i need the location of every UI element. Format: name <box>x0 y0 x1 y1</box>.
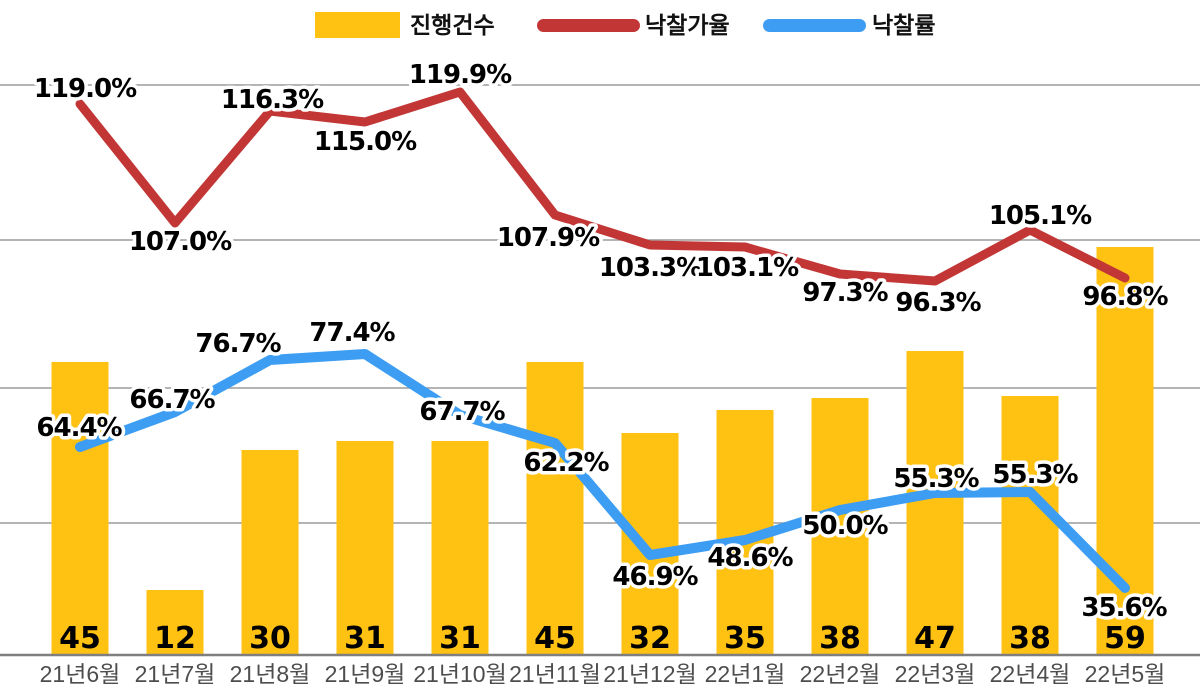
data-label: 119.9% <box>409 60 512 90</box>
blue-line-series <box>75 349 1130 593</box>
data-label: 35.6% <box>1081 593 1167 623</box>
data-label: 116.3% <box>221 85 324 115</box>
data-label: 103.1% <box>696 253 799 283</box>
x-tick-label: 22년1월 <box>705 661 786 687</box>
bar <box>146 590 204 655</box>
data-label: 76.7% <box>195 329 281 359</box>
data-label: 55.3% <box>893 464 979 494</box>
x-tick-label: 21년12월 <box>603 661 697 687</box>
data-label: 97.3% <box>802 278 888 308</box>
blue-line-labels: 64.4% 66.7% 76.7% 77.4% 67.7% 62.2% 46.9… <box>33 315 1172 627</box>
bar <box>621 433 679 655</box>
x-tick-label: 22년5월 <box>1085 661 1166 687</box>
x-axis-labels: 21년6월 21년7월 21년8월 21년9월 21년10월 21년11월 21… <box>40 661 1166 687</box>
data-label: 62.2% <box>523 448 609 478</box>
bar-value-labels: 45 12 30 31 31 45 32 35 38 47 38 59 <box>59 621 1146 656</box>
x-tick-label: 22년3월 <box>895 661 976 687</box>
bar <box>431 441 489 655</box>
x-tick-label: 21년10월 <box>413 661 507 687</box>
legend-blue-line-pill <box>763 19 866 32</box>
legend-label-blue-line: 낙찰률 <box>872 12 935 38</box>
data-label: 55.3% <box>992 460 1078 490</box>
data-label: 77.4% <box>309 318 395 348</box>
bar <box>241 450 299 655</box>
bar-value: 38 <box>819 621 861 656</box>
x-tick-label: 21년8월 <box>230 661 311 687</box>
legend-label-red-line: 낙찰가율 <box>645 12 730 38</box>
red-line-labels: 119.0% 107.0% 116.3% 115.0% 119.9% 107.9… <box>30 57 1173 322</box>
bar <box>336 441 394 655</box>
bar-value: 35 <box>724 621 766 656</box>
data-label: 105.1% <box>989 201 1092 231</box>
data-label: 66.7% <box>129 385 215 415</box>
data-label: 119.0% <box>34 74 137 104</box>
data-label: 50.0% <box>802 511 888 541</box>
x-tick-label: 22년4월 <box>990 661 1071 687</box>
bar-value: 31 <box>344 621 386 656</box>
x-tick-label: 21년9월 <box>325 661 406 687</box>
bar-value: 59 <box>1104 621 1146 656</box>
bar-value: 45 <box>534 621 576 656</box>
legend: 진행건수 낙찰가율 낙찰률 <box>315 12 935 38</box>
data-label: 107.0% <box>129 227 232 257</box>
bar <box>811 398 869 655</box>
bar-value: 38 <box>1009 621 1051 656</box>
bar-value: 12 <box>154 621 196 656</box>
data-label: 46.9% <box>612 562 698 592</box>
bar-value: 31 <box>439 621 481 656</box>
data-label: 67.7% <box>419 397 505 427</box>
x-tick-label: 21년6월 <box>40 661 121 687</box>
legend-bar-swatch <box>315 12 400 38</box>
bar-value: 45 <box>59 621 101 656</box>
legend-label-bars: 진행건수 <box>410 12 495 38</box>
bar-value: 47 <box>914 621 956 656</box>
bar <box>906 351 964 655</box>
data-label: 107.9% <box>497 223 600 253</box>
bar <box>526 362 584 655</box>
legend-red-line-pill <box>537 19 640 32</box>
data-label: 48.6% <box>707 543 793 573</box>
data-label: 64.4% <box>36 413 122 443</box>
red-line-series <box>75 87 1130 286</box>
data-label: 115.0% <box>314 127 417 157</box>
gridlines <box>0 84 1200 524</box>
x-tick-label: 21년7월 <box>135 661 216 687</box>
bar <box>51 362 109 655</box>
bar-value: 32 <box>629 621 671 656</box>
bar <box>1001 396 1059 655</box>
x-tick-label: 21년11월 <box>509 661 601 687</box>
data-label: 103.3% <box>599 253 702 283</box>
data-label: 96.3% <box>895 288 981 318</box>
data-label: 96.8% <box>1082 282 1168 312</box>
x-tick-label: 22년2월 <box>800 661 881 687</box>
bar-value: 30 <box>249 621 291 656</box>
